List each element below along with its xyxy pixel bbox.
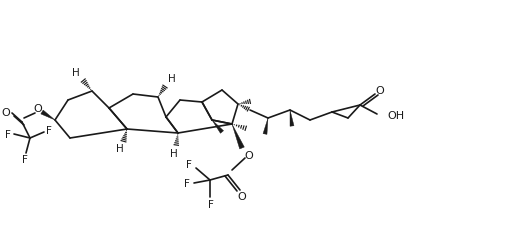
Polygon shape xyxy=(41,110,55,120)
Text: F: F xyxy=(208,200,214,210)
Text: O: O xyxy=(244,151,253,161)
Text: H: H xyxy=(116,144,124,154)
Text: O: O xyxy=(34,104,42,114)
Polygon shape xyxy=(232,124,244,149)
Text: O: O xyxy=(375,86,384,96)
Text: H: H xyxy=(168,74,176,84)
Text: OH: OH xyxy=(387,111,404,121)
Text: F: F xyxy=(186,160,192,170)
Text: H: H xyxy=(72,68,80,78)
Polygon shape xyxy=(290,110,294,126)
Text: F: F xyxy=(46,126,52,136)
Text: H: H xyxy=(170,149,178,159)
Text: F: F xyxy=(184,179,190,189)
Text: O: O xyxy=(2,108,11,118)
Polygon shape xyxy=(212,120,223,133)
Text: F: F xyxy=(5,130,11,140)
Polygon shape xyxy=(263,118,268,134)
Text: O: O xyxy=(238,192,247,202)
Text: F: F xyxy=(22,155,28,165)
